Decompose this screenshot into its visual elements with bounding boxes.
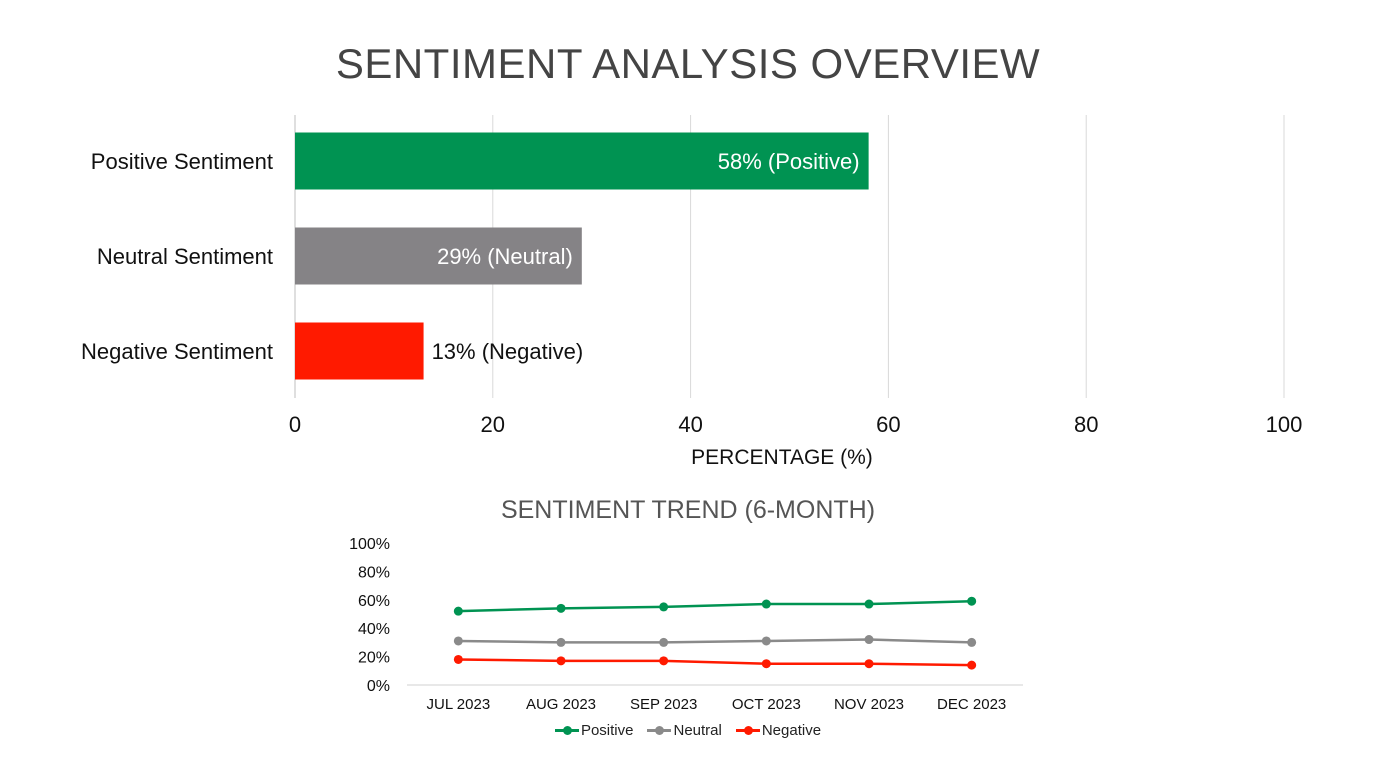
x-category-label: SEP 2023 <box>630 696 697 713</box>
legend-label: Neutral <box>673 722 722 739</box>
x-category-label: NOV 2023 <box>834 696 904 713</box>
x-tick-label: 80 <box>1074 412 1098 437</box>
data-point-neutral <box>453 636 463 646</box>
data-point-positive <box>556 603 566 613</box>
y-tick-label: 80% <box>358 564 390 581</box>
bar <box>295 322 424 380</box>
data-point-negative <box>659 656 669 666</box>
y-tick-label: 100% <box>349 536 390 553</box>
data-point-positive <box>864 599 874 609</box>
legend-swatch <box>735 726 760 735</box>
data-point-negative <box>967 660 977 670</box>
x-tick-label: 100 <box>1266 412 1303 437</box>
x-tick-label: 0 <box>289 412 301 437</box>
y-tick-label: 0% <box>367 678 390 695</box>
data-point-positive <box>659 602 669 612</box>
y-tick-label: 20% <box>358 650 390 667</box>
legend-item-negative: Negative <box>735 722 822 739</box>
data-point-negative <box>761 659 771 669</box>
data-point-negative <box>453 654 463 664</box>
data-point-positive <box>761 599 771 609</box>
series-line-positive <box>458 599 972 613</box>
data-point-positive <box>453 606 463 616</box>
legend-item-neutral: Neutral <box>647 722 722 739</box>
x-category-label: AUG 2023 <box>526 696 596 713</box>
trend-chart-title: SENTIMENT TREND (6-MONTH) <box>500 496 876 524</box>
x-category-label: JUL 2023 <box>427 696 491 713</box>
data-point-neutral <box>659 637 669 647</box>
bar <box>295 227 582 285</box>
legend-label: Negative <box>761 722 822 739</box>
data-label: 29% (Neutral) <box>437 244 573 269</box>
main-chart-title: SENTIMENT ANALYSIS OVERVIEW <box>335 40 1041 87</box>
data-point-negative <box>864 659 874 669</box>
data-point-neutral <box>864 635 874 645</box>
category-label: Negative Sentiment <box>81 339 273 364</box>
data-point-neutral <box>556 637 566 647</box>
data-point-positive <box>967 596 977 606</box>
legend-swatch <box>554 726 579 735</box>
x-tick-label: 20 <box>481 412 505 437</box>
y-tick-label: 40% <box>358 621 390 638</box>
y-tick-label: 60% <box>358 593 390 610</box>
data-point-neutral <box>761 636 771 646</box>
x-tick-label: 60 <box>876 412 900 437</box>
data-label: 58% (Positive) <box>718 149 860 174</box>
x-category-label: DEC 2023 <box>937 696 1006 713</box>
x-category-label: OCT 2023 <box>732 696 801 713</box>
legend-swatch <box>647 726 672 735</box>
category-label: Positive Sentiment <box>91 149 273 174</box>
data-point-negative <box>556 656 566 666</box>
data-label: 13% (Negative) <box>432 339 584 364</box>
data-point-neutral <box>967 637 977 647</box>
series-line-neutral <box>458 638 972 644</box>
x-tick-label: 40 <box>678 412 702 437</box>
x-axis-title: PERCENTAGE (%) <box>691 446 873 469</box>
series-line-negative <box>458 658 972 667</box>
legend-item-positive: Positive <box>554 722 634 739</box>
bar <box>295 132 869 190</box>
trend-legend: Positive Neutral Negative <box>0 722 1376 739</box>
category-label: Neutral Sentiment <box>97 244 273 269</box>
legend-label: Positive <box>580 722 634 739</box>
